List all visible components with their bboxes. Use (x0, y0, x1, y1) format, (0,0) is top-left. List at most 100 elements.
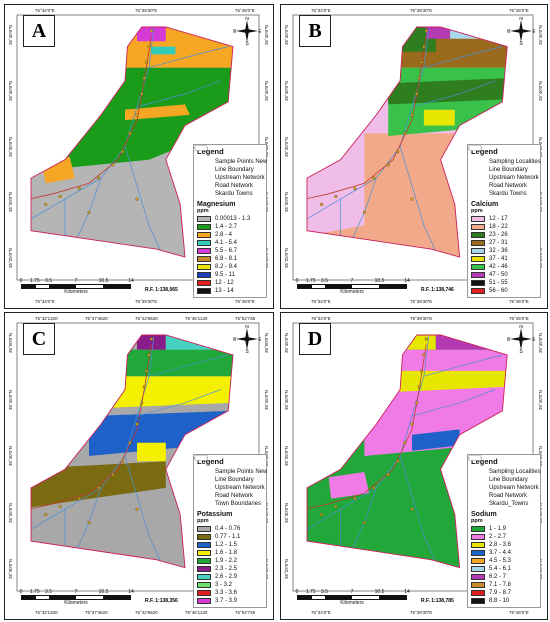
legend-item: Sample Points New (195, 146, 267, 166)
legend-class: 0.4 - 0.76 (197, 525, 263, 533)
legend-item: Upstream Network (468, 147, 539, 182)
map-canvas (16, 14, 260, 281)
scale-unit: Kilometers (64, 289, 88, 295)
coordinate-label: 75°39'30"E (410, 316, 433, 321)
coordinate-label: 75°39'30"E (410, 8, 433, 13)
coordinate-label: 35°40'0"N (8, 80, 13, 101)
sample-point (128, 441, 132, 445)
coordinate-label: 75°52'735 (235, 610, 256, 615)
legend-class: 13 - 14 (197, 287, 263, 295)
scale-tick: 7 (350, 589, 354, 595)
parameter-title: Calcium (471, 201, 499, 209)
zone-1 (307, 172, 365, 239)
coordinate-label: 35°35'0"N (284, 446, 289, 467)
sample-point (334, 504, 338, 509)
sample-point (424, 29, 428, 33)
sample-point (410, 507, 414, 511)
sample-point (135, 113, 139, 117)
map-canvas (292, 322, 534, 592)
legend-class: 4.5 - 5.3 (471, 557, 537, 565)
sample-point (386, 163, 390, 167)
sample-point (386, 473, 390, 477)
sample-point (410, 422, 414, 426)
legend-item: Line Boundary (468, 147, 528, 174)
svg-text:S: S (245, 41, 249, 45)
coordinate-label: 35°45'0"N (8, 25, 13, 46)
sample-point (362, 520, 366, 525)
coordinate-label: 75°34'0"E (35, 8, 55, 13)
legend-class: 42 - 46 (471, 263, 537, 271)
sample-point (58, 194, 62, 199)
coordinate-label: 35°35'0"N (284, 136, 289, 157)
stream-line (124, 455, 162, 563)
coordinate-label: 75°45'0"E (509, 610, 529, 615)
coordinate-label: 75°39'30"E (410, 299, 433, 304)
coordinate-label: 75°34'0"E (35, 299, 55, 304)
coordinate-label: 35°30'0"N (8, 192, 13, 213)
sample-point (135, 197, 139, 201)
legend-class: 0.00013 - 1.3 (197, 215, 263, 223)
svg-text:E: E (258, 29, 261, 35)
coordinate-label: 75°45'0"E (235, 8, 255, 13)
svg-text:S: S (245, 349, 249, 353)
sample-point (419, 60, 424, 64)
sample-point (403, 441, 407, 445)
sample-point (149, 337, 153, 341)
legend-item: Upstream Network (468, 457, 539, 491)
legend-title: Legend (471, 456, 498, 466)
coordinate-label: 35°45'0"N (264, 389, 269, 410)
svg-text:E: E (532, 337, 535, 343)
coordinate-label: 75°42'6620 (135, 316, 158, 321)
zone-5 (137, 335, 166, 350)
unit-label: ppm (471, 208, 483, 215)
legend-class: 2 - 2.7 (471, 533, 537, 541)
sample-point (135, 507, 139, 511)
legend-class: 6.2 - 7 (471, 573, 537, 581)
coordinate-label: 75°42'6620 (135, 610, 158, 615)
panel-letter: B (299, 15, 331, 47)
coordinate-label: 35°50'0"N (8, 333, 13, 354)
legend-class: 3.7 - 4.4 (471, 549, 537, 557)
legend-class: 27 - 31 (471, 239, 537, 247)
sample-point (372, 176, 376, 180)
legend: Legend Sample Points New Line Boundary Upst… (193, 453, 267, 608)
svg-text:W: W (233, 337, 237, 343)
legend-class: 1.6 - 1.8 (197, 549, 263, 557)
legend-item: Line Boundary (194, 457, 254, 483)
sample-point (424, 337, 428, 341)
parameter-title: Magnesium (197, 201, 236, 209)
coordinate-label: 75°37'4620 (85, 610, 108, 615)
svg-text:W: W (507, 337, 511, 343)
coordinate-label: 75°32'1320 (35, 316, 58, 321)
unit-label: ppm (197, 208, 209, 215)
scale-tick: 7 (74, 589, 78, 595)
sample-point (142, 76, 146, 80)
scale-tick: 0 (295, 278, 299, 284)
coordinate-label: 35°40'0"N (538, 80, 543, 101)
coordinate-label: 75°34'0"E (311, 8, 331, 13)
scale-tick: 14 (404, 589, 410, 595)
scale-tick: 14 (404, 278, 410, 284)
legend-item: Line Boundary (468, 457, 528, 483)
map-panel-d: D N S E W 75°34'0"E75°39'30"E75°45'0"E75… (280, 312, 548, 620)
scale-tick: 1.75 (305, 278, 316, 284)
scale-unit: Kilometers (340, 600, 364, 606)
legend-class: 56 - 60 (471, 287, 537, 295)
svg-text:W: W (507, 29, 511, 35)
scale-tick: 3.5 (321, 278, 328, 284)
coordinate-label: 35°45'0"N (264, 25, 269, 46)
sample-point (145, 60, 149, 64)
legend-class: 1.2 - 1.5 (197, 541, 263, 549)
legend-class: 2.3 - 2.5 (197, 565, 263, 573)
coordinate-label: 75°34'0"E (311, 610, 331, 615)
legend-class: 23 - 26 (471, 231, 537, 239)
legend-class: 1 - 1.9 (471, 525, 537, 533)
sample-point (121, 459, 125, 463)
sample-point (58, 504, 62, 509)
stream-line (124, 146, 162, 252)
coordinate-label: 75°46'1130 (185, 610, 208, 615)
legend-class: 1.4 - 2.7 (197, 223, 263, 231)
sample-point (410, 197, 414, 201)
coordinate-label: 35°40'0"N (284, 80, 289, 101)
legend-item: Road Network (194, 457, 254, 499)
